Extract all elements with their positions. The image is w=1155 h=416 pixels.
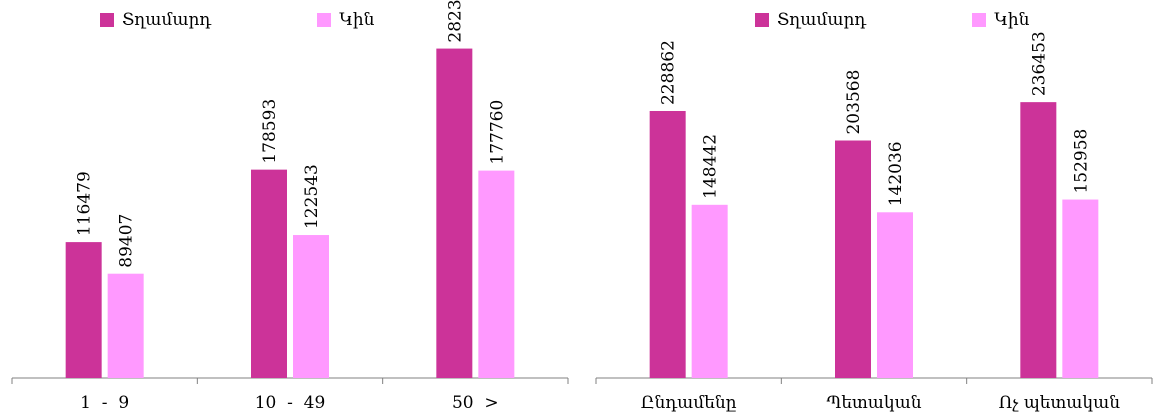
data-label: 152958 (1071, 129, 1091, 194)
bar-female (691, 204, 728, 378)
bar-female (1062, 199, 1099, 378)
data-label: 178593 (260, 99, 280, 164)
category-label: 10 - 49 (255, 393, 326, 413)
chart-employment-by-sector: 228862 148442 Ընդամենը 203568 142036 Պետական 2… (595, 31, 1153, 413)
category-label: 1 - 9 (80, 393, 129, 413)
legend-label-male: Տղամարդ (777, 10, 867, 30)
bar-male (65, 242, 102, 378)
bar-male (649, 110, 686, 379)
bar-female (107, 273, 144, 378)
legend-swatch-male (755, 13, 769, 27)
legend-chart-1: Տղամարդ Կին (100, 10, 374, 30)
data-label: 177760 (487, 100, 507, 165)
data-label: 236453 (1029, 31, 1049, 96)
legend-label-female: Կին (994, 10, 1030, 30)
chart-employment-by-size: 116479 89407 1 - 9 178593 122543 10 - 49 28236… (11, 0, 569, 413)
bar-female (877, 212, 913, 378)
bar-female (293, 235, 329, 378)
data-label: 282364 (445, 0, 465, 43)
category-label: 50 > (452, 393, 499, 413)
legend-swatch-female (972, 13, 987, 27)
bar-male (436, 48, 473, 379)
bar-male (835, 140, 871, 378)
category-label: Ոչ պետական (999, 393, 1121, 413)
legend-chart-2: Տղամարդ Կին (755, 10, 1029, 30)
data-label: 89407 (117, 214, 137, 268)
legend-swatch-female (317, 13, 332, 27)
data-label: 122543 (302, 164, 322, 229)
bar-male (251, 169, 287, 378)
category-label: Ընդամենը (641, 393, 737, 413)
bar-female (478, 170, 515, 378)
data-label: 116479 (75, 171, 95, 236)
legend-swatch-male (100, 13, 114, 27)
bar-male (1020, 102, 1057, 378)
data-label: 228862 (659, 40, 679, 105)
data-label: 142036 (886, 141, 906, 206)
legend-label-female: Կին (339, 10, 375, 30)
legend-label-male: Տղամարդ (122, 10, 212, 30)
data-label: 203568 (844, 70, 864, 135)
data-label: 148442 (701, 134, 721, 199)
category-label: Պետական (826, 393, 921, 413)
